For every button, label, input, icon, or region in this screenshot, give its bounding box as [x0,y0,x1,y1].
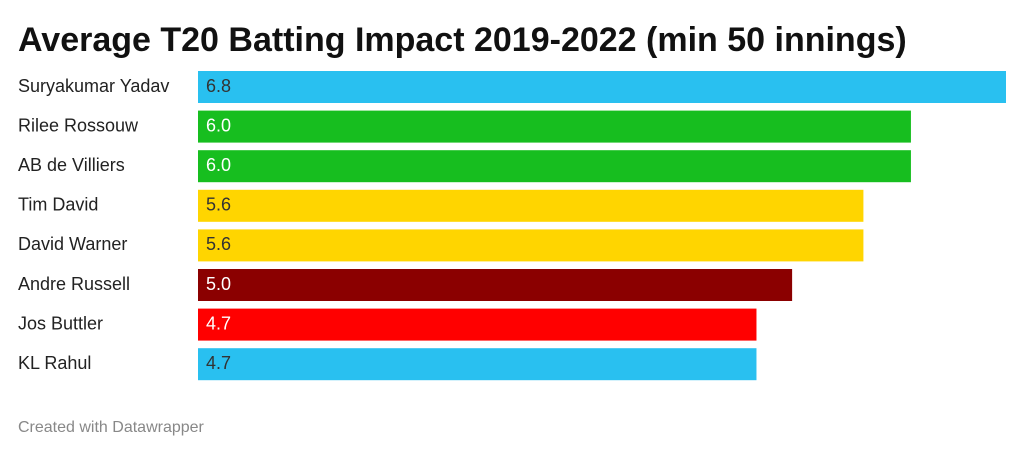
value-label: 5.0 [206,274,231,294]
bar [198,229,864,262]
bar [198,269,793,301]
value-label: 5.6 [206,234,231,254]
category-label: Rilee Rossouw [18,115,139,135]
category-label: Tim David [18,195,98,215]
value-label: 4.7 [206,353,231,373]
bar [198,189,864,222]
category-label: KL Rahul [18,353,91,373]
bar [198,110,911,143]
chart-title: Average T20 Batting Impact 2019-2022 (mi… [18,21,907,59]
category-label: David Warner [18,234,127,254]
value-label: 4.7 [206,313,231,333]
category-label: AB de Villiers [18,155,125,175]
value-label: 6.0 [206,115,231,135]
bar [198,348,757,381]
category-label: Andre Russell [18,274,130,294]
footer: Created with Datawrapper [18,419,205,436]
value-label: 6.8 [206,76,231,96]
category-label: Jos Buttler [18,313,103,333]
value-label: 6.0 [206,155,231,175]
bar [198,308,757,341]
value-label: 5.6 [206,195,231,215]
bar [198,71,1006,103]
bar [198,150,911,183]
category-label: Suryakumar Yadav [18,76,169,96]
